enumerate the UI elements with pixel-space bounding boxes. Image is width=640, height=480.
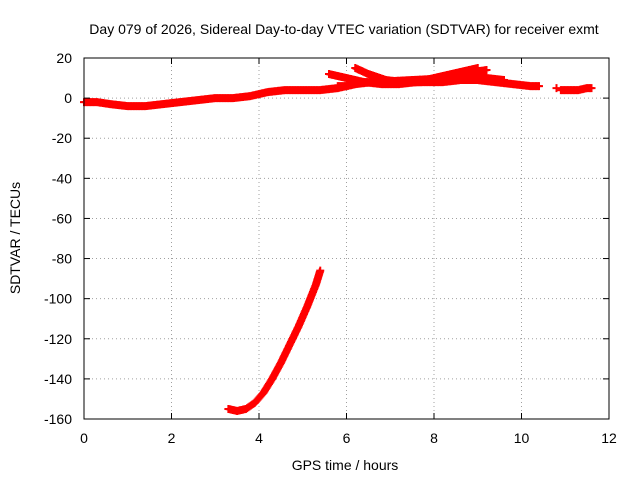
y-tick-label: -60 [52,210,72,226]
data-point [535,82,543,91]
y-tick-label: -40 [52,170,72,186]
x-tick-label: 4 [255,430,263,446]
data-point [316,266,325,275]
x-tick-label: 10 [514,430,530,446]
axis-ticks: 0 2 4 6 8 10 12 20 0 -20 -40 -60 -80 -100 -120 -140 -160 [44,50,617,446]
y-tick-label: 20 [56,50,72,66]
grid [84,58,609,419]
data-point [587,84,596,93]
y-tick-label: -100 [44,291,72,307]
x-axis-label: GPS time / hours [292,457,399,473]
x-tick-label: 12 [601,430,617,446]
y-tick-label: 0 [64,90,72,106]
data-points [80,64,596,415]
y-axis-label: SDTVAR / TECUs [7,182,23,294]
x-tick-label: 8 [430,430,438,446]
x-tick-label: 6 [343,430,351,446]
y-tick-label: -120 [44,331,72,347]
data-point [482,66,491,75]
data-point [552,84,561,93]
y-tick-label: -140 [44,371,72,387]
y-tick-label: -20 [52,130,72,146]
x-tick-label: 0 [80,430,88,446]
data-point [500,76,508,85]
x-tick-label: 2 [168,430,176,446]
y-tick-label: -80 [52,251,72,267]
chart-title: Day 079 of 2026, Sidereal Day-to-day VTE… [89,21,598,37]
y-tick-label: -160 [44,411,72,427]
